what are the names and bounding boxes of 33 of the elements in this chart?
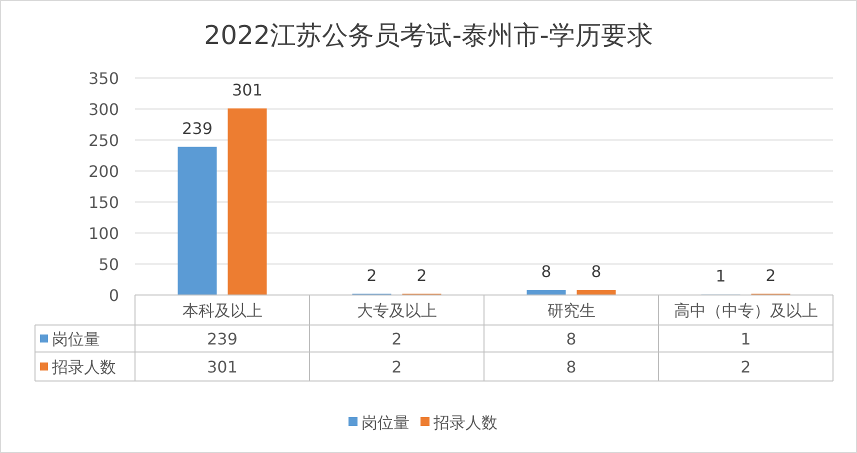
x-tick-label: 本科及以上: [182, 301, 262, 320]
y-tick-label: 100: [88, 224, 119, 243]
data-label: 2: [392, 358, 402, 376]
legend-label: 岗位量: [52, 330, 100, 348]
chart-title: 2022江苏公务员考试-泰州市-学历要求: [204, 21, 653, 51]
y-tick-label: 0: [108, 286, 119, 305]
text: 招录人数: [52, 358, 116, 376]
data-label: 301: [206, 358, 238, 376]
data-label: 1: [740, 330, 751, 348]
x-tick-label: 大专及以上: [356, 301, 437, 320]
annotation: 2: [416, 266, 427, 285]
text: 岗位量: [362, 413, 410, 432]
y-tick-label: 200: [88, 162, 119, 181]
y-tick-label: 50: [98, 255, 119, 274]
x-tick-label: 研究生: [547, 301, 596, 320]
annotation: 239: [182, 118, 213, 138]
y-tick-label: 350: [88, 69, 119, 88]
y-tick-label: 150: [88, 193, 119, 212]
x-tick-label: 高中（中专）及以上: [674, 301, 818, 320]
data-label: 8: [566, 330, 576, 348]
y-tick-label: 300: [88, 100, 119, 119]
annotation: 301: [232, 80, 263, 100]
annotation: 8: [541, 262, 552, 282]
annotation: 1: [716, 266, 726, 286]
data-label: 8: [566, 358, 576, 376]
data-label: 2: [392, 330, 402, 348]
legend-label: 招录人数: [432, 413, 498, 432]
data-label: 2: [740, 358, 751, 376]
annotation: 8: [591, 262, 602, 282]
y-tick-label: 250: [88, 131, 119, 150]
annotation: 2: [366, 266, 377, 285]
annotation: 2: [766, 266, 776, 285]
data-label: 239: [206, 330, 238, 348]
